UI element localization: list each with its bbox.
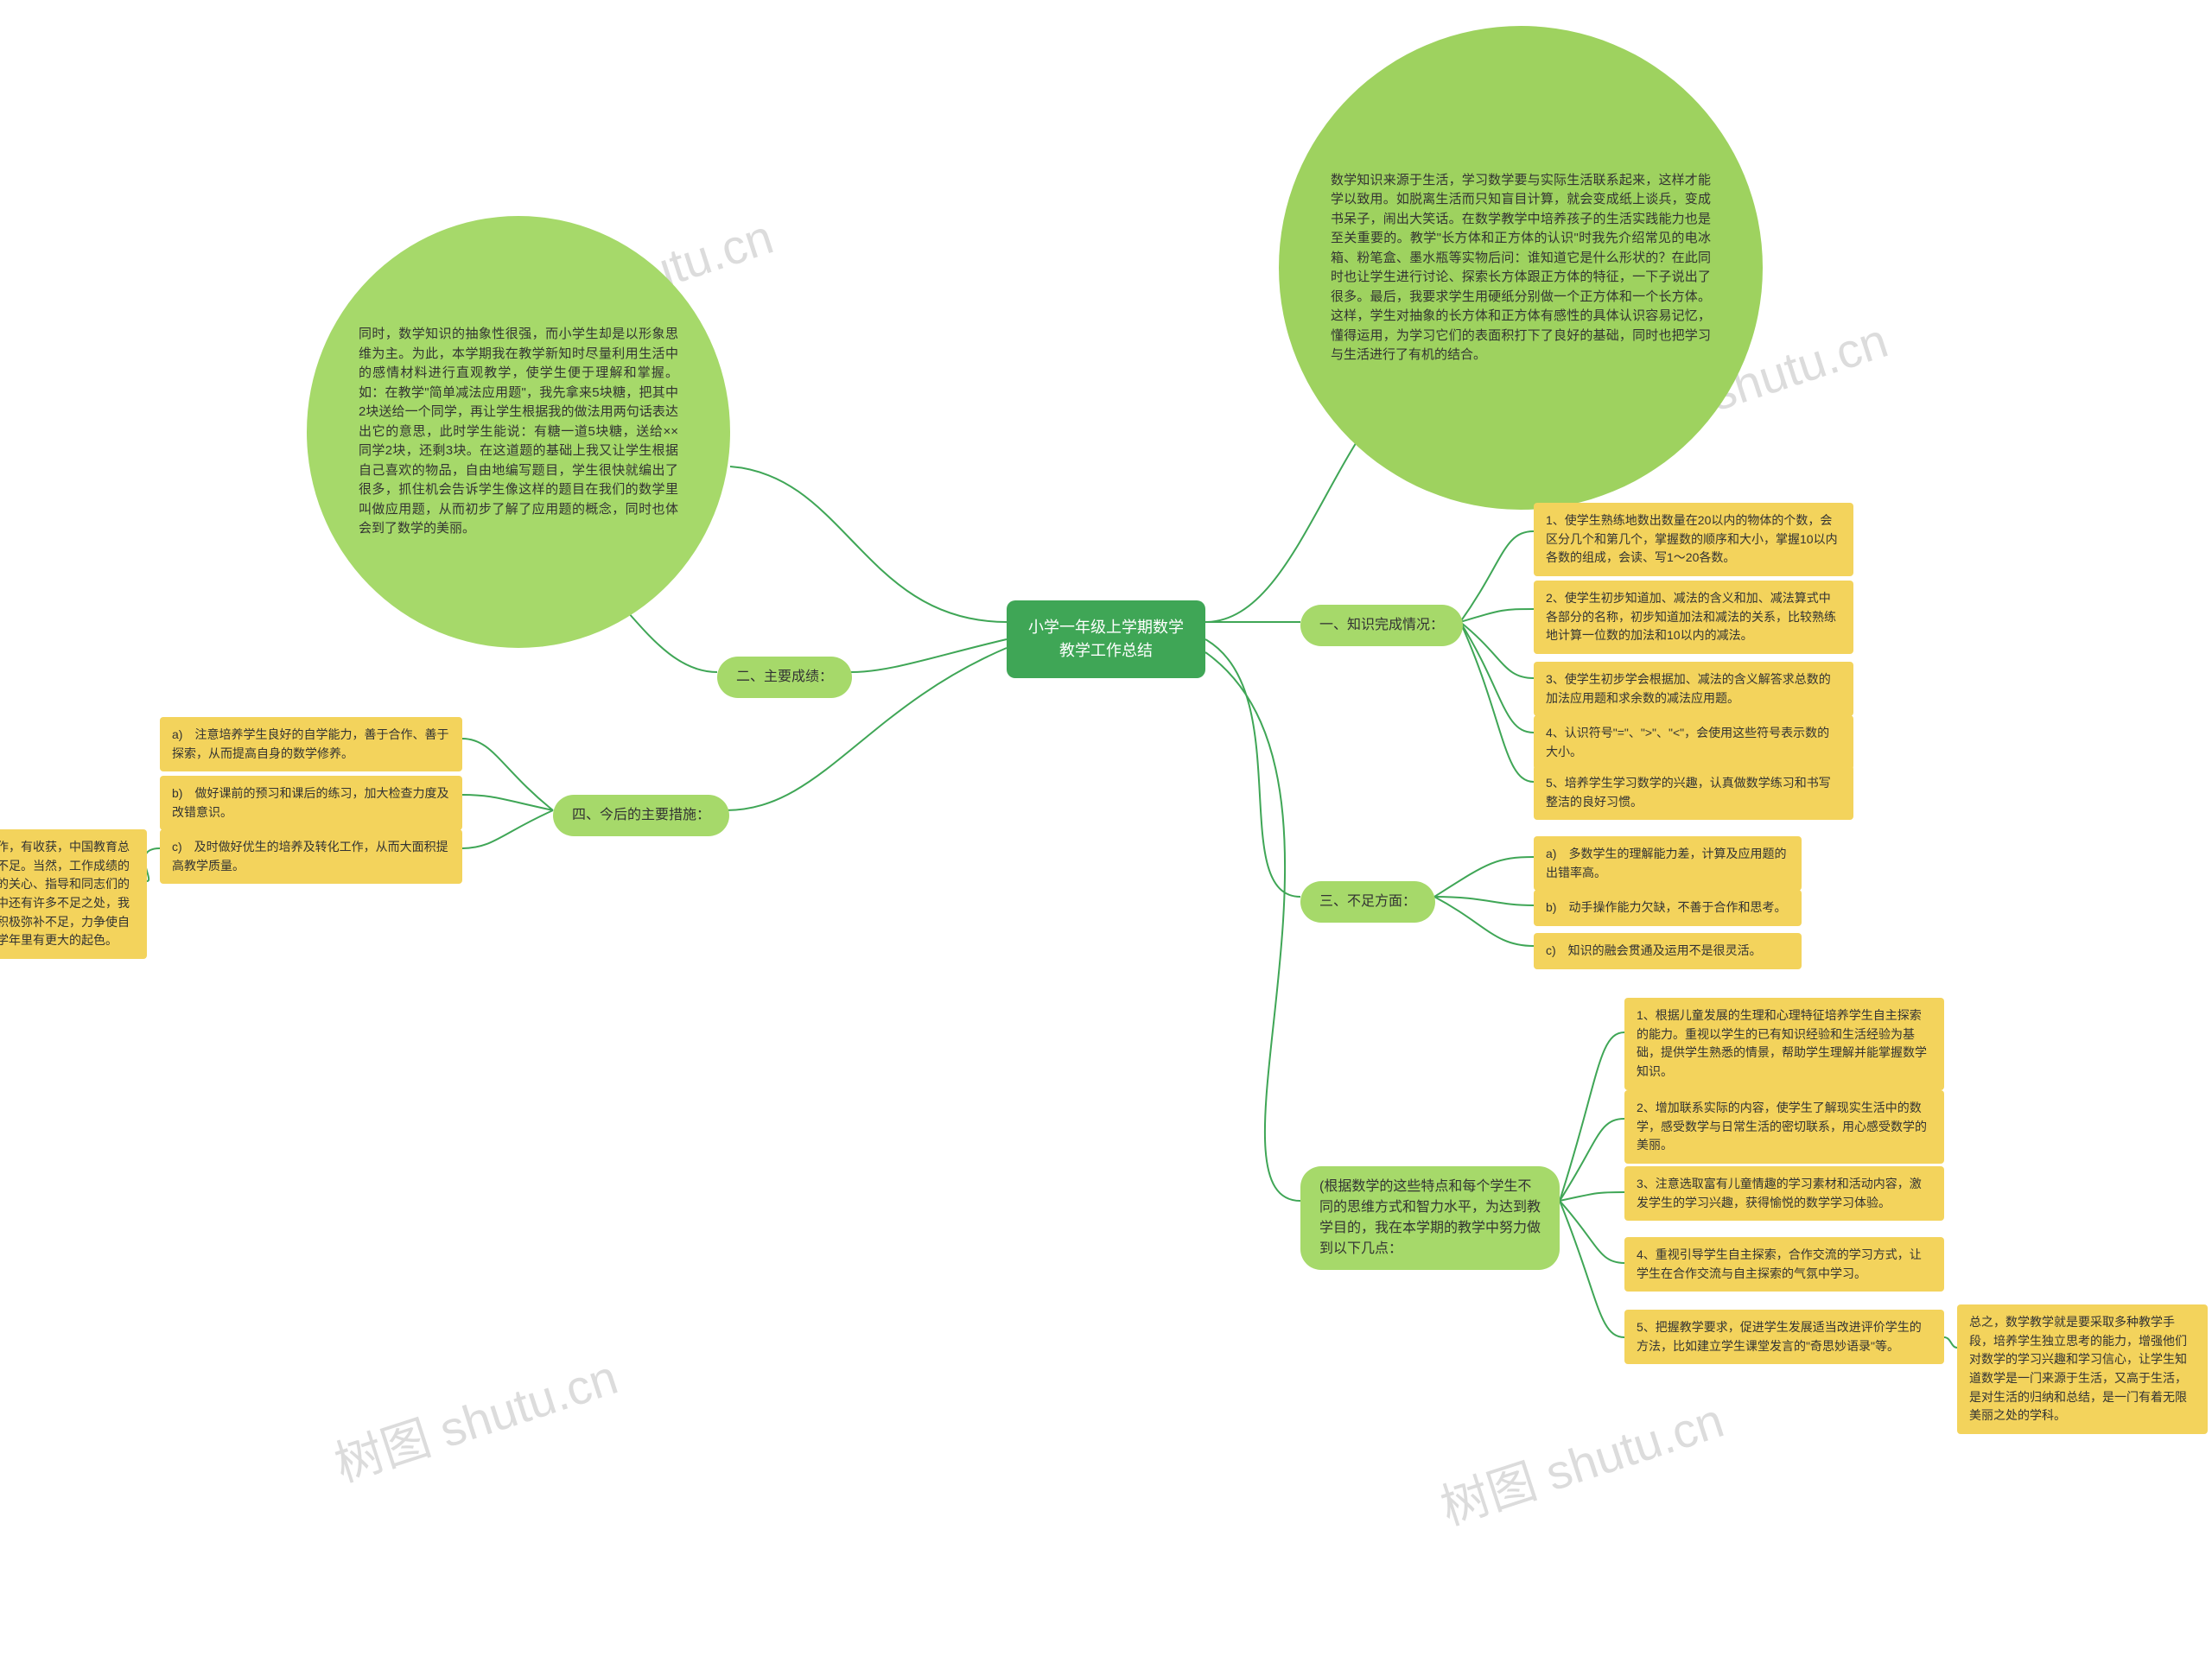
branch-1-item[interactable]: 1、使学生熟练地数出数量在20以内的物体的个数，会区分几个和第几个，掌握数的顺序… — [1534, 503, 1853, 576]
branch-3-item[interactable]: b) 动手操作能力欠缺，不善于合作和思考。 — [1534, 890, 1802, 926]
ellipse-left[interactable]: 同时，数学知识的抽象性很强，而小学生却是以形象思维为主。为此，本学期我在教学新知… — [307, 216, 730, 648]
branch-5[interactable]: (根据数学的这些特点和每个学生不同的思维方式和智力水平，为达到教学目的，我在本学… — [1300, 1166, 1560, 1270]
branch-3[interactable]: 三、不足方面： — [1300, 881, 1435, 923]
branch-5-item[interactable]: 3、注意选取富有儿童情趣的学习素材和活动内容，激发学生的学习兴趣，获得愉悦的数学… — [1624, 1166, 1944, 1221]
branch-5-item[interactable]: 2、增加联系实际的内容，使学生了解现实生活中的数学，感受数学与日常生活的密切联系… — [1624, 1090, 1944, 1164]
branch-4-summary[interactable]: 总之，一学期的工作，有收获，中国教育总网文档频道同时也不足。当然，工作成绩的取得… — [0, 829, 147, 959]
branch-4-item[interactable]: b) 做好课前的预习和课后的练习，加大检查力度及改错意识。 — [160, 776, 462, 830]
branch-3-item[interactable]: c) 知识的融会贯通及运用不是很灵活。 — [1534, 933, 1802, 969]
branch-1[interactable]: 一、知识完成情况： — [1300, 605, 1463, 646]
branch-5-item[interactable]: 4、重视引导学生自主探索，合作交流的学习方式，让学生在合作交流与自主探索的气氛中… — [1624, 1237, 1944, 1292]
branch-5-item[interactable]: 1、根据儿童发展的生理和心理特征培养学生自主探索的能力。重视以学生的已有知识经验… — [1624, 998, 1944, 1090]
center-topic[interactable]: 小学一年级上学期数学教学工作总结 — [1007, 600, 1205, 678]
branch-1-item[interactable]: 2、使学生初步知道加、减法的含义和加、减法算式中各部分的名称，初步知道加法和减法… — [1534, 581, 1853, 654]
branch-4-item[interactable]: c) 及时做好优生的培养及转化工作，从而大面积提高教学质量。 — [160, 829, 462, 884]
ellipse-left-text: 同时，数学知识的抽象性很强，而小学生却是以形象思维为主。为此，本学期我在教学新知… — [359, 325, 678, 539]
ellipse-right-text: 数学知识来源于生活，学习数学要与实际生活联系起来，这样才能学以致用。如脱离生活而… — [1331, 171, 1711, 365]
branch-4[interactable]: 四、今后的主要措施： — [553, 795, 729, 836]
watermark: 树图 shutu.cn — [1431, 1382, 1732, 1539]
branch-1-item[interactable]: 3、使学生初步学会根据加、减法的含义解答求总数的加法应用题和求余数的减法应用题。 — [1534, 662, 1853, 716]
branch-5-item[interactable]: 5、把握教学要求，促进学生发展适当改进评价学生的方法，比如建立学生课堂发言的"奇… — [1624, 1310, 1944, 1364]
branch-3-item[interactable]: a) 多数学生的理解能力差，计算及应用题的出错率高。 — [1534, 836, 1802, 891]
branch-4-item[interactable]: a) 注意培养学生良好的自学能力，善于合作、善于探索，从而提高自身的数学修养。 — [160, 717, 462, 771]
branch-2[interactable]: 二、主要成绩： — [717, 657, 852, 698]
ellipse-right[interactable]: 数学知识来源于生活，学习数学要与实际生活联系起来，这样才能学以致用。如脱离生活而… — [1279, 26, 1763, 510]
watermark: 树图 shutu.cn — [325, 1339, 626, 1496]
mindmap-canvas: 树图 shutu.cn 树图 shutu.cn 树图 shutu.cn 树图 s… — [0, 0, 2212, 1663]
branch-1-item[interactable]: 4、认识符号"="、">"、"<"，会使用这些符号表示数的大小。 — [1534, 715, 1853, 770]
branch-5-summary[interactable]: 总之，数学教学就是要采取多种教学手段，培养学生独立思考的能力，增强他们对数学的学… — [1957, 1304, 2208, 1434]
branch-1-item[interactable]: 5、培养学生学习数学的兴趣，认真做数学练习和书写整洁的良好习惯。 — [1534, 765, 1853, 820]
